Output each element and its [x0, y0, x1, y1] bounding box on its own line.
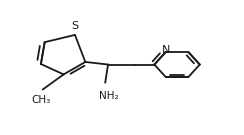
- Text: N: N: [162, 45, 170, 55]
- Text: NH₂: NH₂: [99, 91, 119, 101]
- Text: CH₃: CH₃: [31, 95, 51, 105]
- Text: S: S: [71, 21, 79, 31]
